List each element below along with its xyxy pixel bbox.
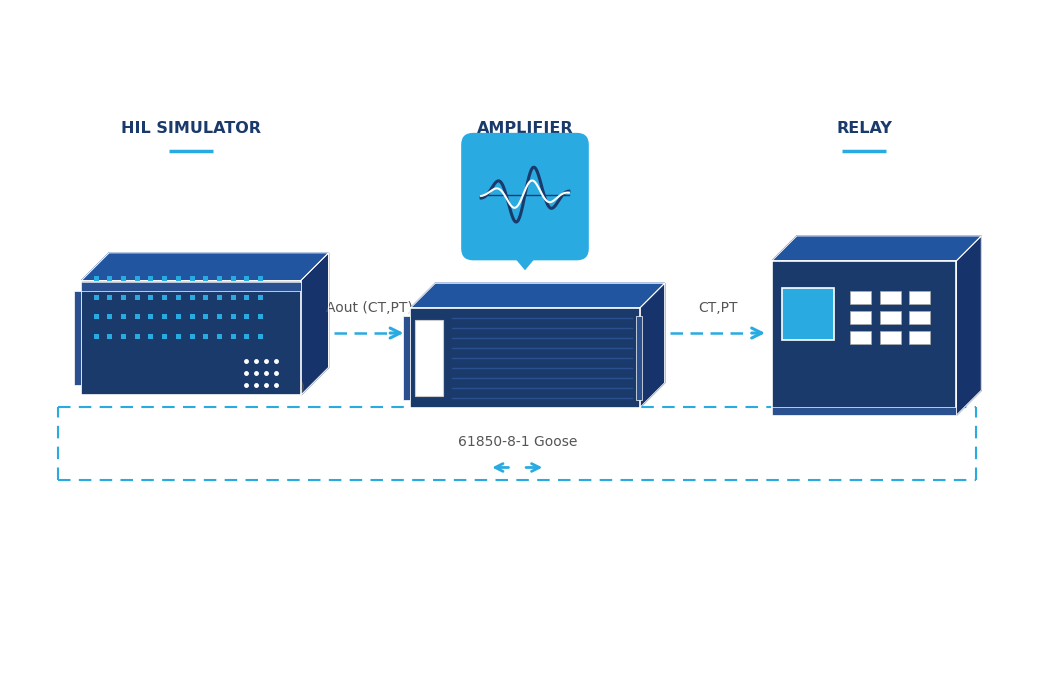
FancyBboxPatch shape	[218, 295, 222, 301]
FancyBboxPatch shape	[461, 133, 589, 260]
FancyBboxPatch shape	[245, 314, 249, 320]
Polygon shape	[640, 283, 664, 408]
FancyBboxPatch shape	[909, 331, 930, 344]
FancyBboxPatch shape	[107, 276, 112, 281]
Text: Din (Trip, Release,...): Din (Trip, Release,...)	[787, 381, 931, 395]
FancyBboxPatch shape	[231, 276, 235, 281]
FancyBboxPatch shape	[94, 333, 99, 339]
FancyBboxPatch shape	[94, 295, 99, 301]
FancyBboxPatch shape	[218, 276, 222, 281]
FancyBboxPatch shape	[176, 295, 181, 301]
FancyBboxPatch shape	[176, 333, 181, 339]
FancyBboxPatch shape	[135, 314, 140, 320]
FancyBboxPatch shape	[415, 320, 444, 395]
FancyBboxPatch shape	[162, 276, 167, 281]
FancyBboxPatch shape	[94, 314, 99, 320]
Text: 61850-8-1 Goose: 61850-8-1 Goose	[457, 434, 577, 449]
FancyBboxPatch shape	[849, 331, 870, 344]
Polygon shape	[410, 283, 664, 308]
FancyBboxPatch shape	[189, 314, 194, 320]
FancyBboxPatch shape	[75, 291, 81, 385]
FancyBboxPatch shape	[176, 314, 181, 320]
FancyBboxPatch shape	[189, 295, 194, 301]
FancyBboxPatch shape	[203, 314, 208, 320]
FancyBboxPatch shape	[231, 295, 235, 301]
FancyBboxPatch shape	[404, 316, 410, 400]
FancyBboxPatch shape	[189, 276, 194, 281]
FancyBboxPatch shape	[636, 316, 642, 400]
FancyBboxPatch shape	[121, 276, 126, 281]
FancyBboxPatch shape	[148, 333, 153, 339]
FancyBboxPatch shape	[135, 333, 140, 339]
FancyBboxPatch shape	[135, 276, 140, 281]
FancyBboxPatch shape	[218, 314, 222, 320]
FancyBboxPatch shape	[231, 314, 235, 320]
FancyBboxPatch shape	[771, 261, 956, 415]
FancyBboxPatch shape	[880, 311, 901, 324]
FancyBboxPatch shape	[121, 314, 126, 320]
FancyBboxPatch shape	[771, 407, 956, 415]
FancyBboxPatch shape	[259, 314, 263, 320]
FancyBboxPatch shape	[107, 314, 112, 320]
Text: CT,PT: CT,PT	[699, 301, 738, 315]
Text: Optional: Optional	[496, 150, 555, 164]
FancyBboxPatch shape	[245, 295, 249, 301]
FancyBboxPatch shape	[909, 311, 930, 324]
FancyBboxPatch shape	[203, 333, 208, 339]
FancyBboxPatch shape	[880, 331, 901, 344]
FancyBboxPatch shape	[162, 314, 167, 320]
FancyBboxPatch shape	[162, 333, 167, 339]
FancyBboxPatch shape	[81, 282, 301, 291]
FancyBboxPatch shape	[231, 333, 235, 339]
FancyBboxPatch shape	[849, 311, 870, 324]
FancyBboxPatch shape	[782, 288, 833, 340]
FancyBboxPatch shape	[410, 308, 640, 408]
Polygon shape	[771, 236, 982, 261]
FancyBboxPatch shape	[849, 291, 870, 304]
FancyBboxPatch shape	[148, 276, 153, 281]
FancyBboxPatch shape	[909, 291, 930, 304]
FancyBboxPatch shape	[135, 295, 140, 301]
FancyBboxPatch shape	[81, 281, 301, 395]
FancyBboxPatch shape	[259, 333, 263, 339]
FancyBboxPatch shape	[259, 276, 263, 281]
Polygon shape	[956, 236, 982, 415]
FancyBboxPatch shape	[176, 276, 181, 281]
FancyBboxPatch shape	[203, 295, 208, 301]
Polygon shape	[81, 253, 329, 281]
FancyBboxPatch shape	[94, 276, 99, 281]
FancyBboxPatch shape	[107, 333, 112, 339]
FancyBboxPatch shape	[245, 276, 249, 281]
FancyBboxPatch shape	[218, 333, 222, 339]
Polygon shape	[301, 253, 329, 395]
Text: Dout (Breaker Status,...): Dout (Breaker Status,...)	[137, 381, 305, 395]
FancyBboxPatch shape	[107, 295, 112, 301]
FancyBboxPatch shape	[148, 314, 153, 320]
FancyBboxPatch shape	[189, 333, 194, 339]
FancyBboxPatch shape	[162, 295, 167, 301]
FancyBboxPatch shape	[203, 276, 208, 281]
FancyBboxPatch shape	[121, 295, 126, 301]
FancyBboxPatch shape	[148, 295, 153, 301]
FancyBboxPatch shape	[259, 295, 263, 301]
Text: AMPLIFIER: AMPLIFIER	[477, 122, 573, 137]
FancyBboxPatch shape	[245, 333, 249, 339]
Polygon shape	[506, 247, 545, 270]
FancyBboxPatch shape	[880, 291, 901, 304]
Text: RELAY: RELAY	[837, 122, 892, 137]
Text: Aout (CT,PT): Aout (CT,PT)	[326, 301, 413, 315]
FancyBboxPatch shape	[121, 333, 126, 339]
Text: HIL SIMULATOR: HIL SIMULATOR	[121, 122, 261, 137]
